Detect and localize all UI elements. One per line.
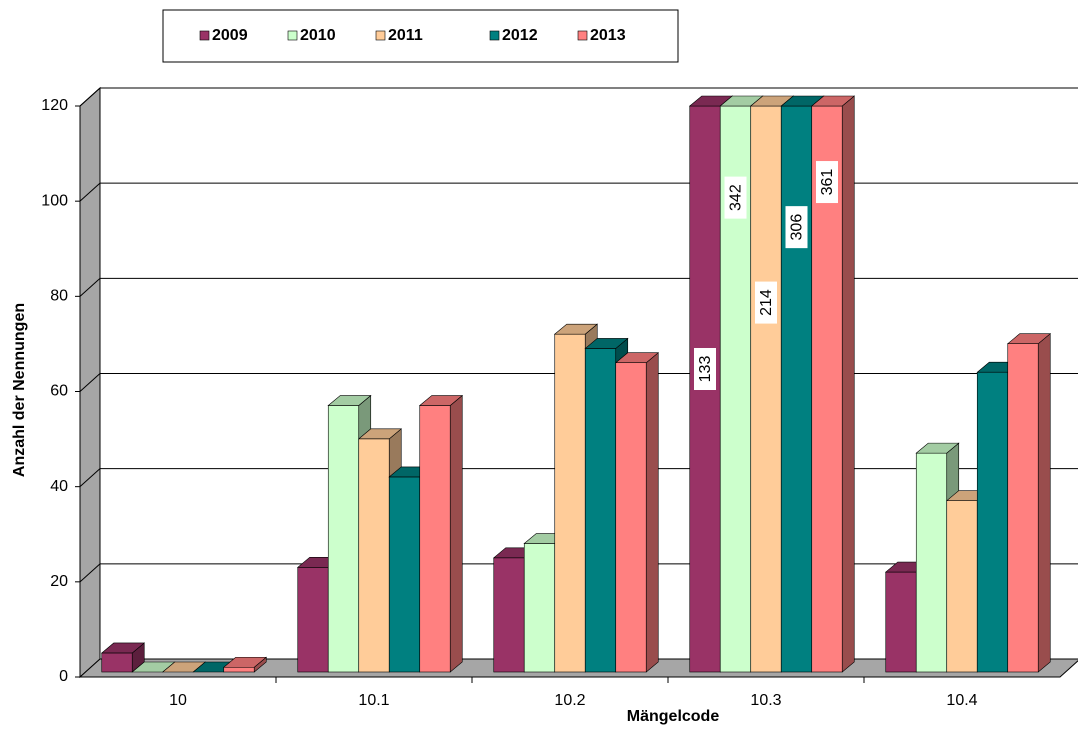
bar: [297, 567, 329, 673]
bar: [223, 666, 255, 673]
x-tick-label: 10.1: [358, 692, 389, 709]
grid-line-side: [79, 87, 101, 107]
bar: [885, 571, 917, 673]
legend-label: 2010: [300, 27, 336, 44]
bars: [100, 95, 1052, 673]
y-axis-title: Anzahl der Nennungen: [11, 303, 28, 477]
bar: [976, 371, 1009, 673]
bar-side: [841, 95, 855, 673]
bar: [915, 452, 948, 673]
legend-label: 2011: [388, 27, 423, 44]
bar-top: [327, 395, 372, 406]
bar-top: [810, 95, 856, 107]
bar: [615, 362, 647, 673]
legend-swatch: [577, 30, 588, 41]
data-label: 361: [816, 161, 838, 204]
y-tick-label: 20: [50, 573, 68, 590]
data-label-box: [694, 348, 716, 390]
data-label-box: [785, 206, 808, 249]
bar-top: [418, 395, 464, 406]
data-label: 214: [755, 281, 777, 324]
bar-top: [1006, 333, 1052, 344]
x-tick-label: 10: [169, 692, 187, 709]
x-tick-label: 10.3: [750, 692, 781, 709]
legend-swatch: [287, 30, 298, 41]
bar: [327, 405, 360, 673]
grid-line-side: [79, 277, 101, 297]
bar: [523, 543, 556, 673]
data-label-box: [816, 161, 838, 204]
x-tick-label: 10.4: [946, 692, 977, 709]
legend-label: 2009: [212, 27, 248, 44]
bar-top: [553, 323, 599, 335]
legend-swatch: [489, 30, 500, 41]
y-tick-label: 60: [50, 383, 68, 400]
bar: [1007, 343, 1039, 673]
legend-box: [162, 9, 679, 63]
bar-top: [357, 428, 403, 440]
data-label-text: 306: [789, 214, 806, 241]
bar: [101, 652, 133, 673]
y-tick-label: 0: [59, 668, 68, 685]
bar-side: [645, 352, 659, 673]
data-label-text: 133: [697, 356, 714, 383]
bar-side: [449, 394, 463, 673]
bar: [419, 405, 451, 673]
data-label-box: [755, 281, 777, 324]
bar: [358, 438, 390, 673]
y-tick-label: 80: [50, 288, 68, 305]
grid-line-side: [79, 182, 101, 202]
data-label: 342: [724, 176, 747, 219]
grid-line-side: [79, 468, 101, 488]
bar: [388, 476, 421, 673]
bar-top: [222, 656, 268, 668]
grid-line-side: [79, 373, 101, 392]
bar-side: [1037, 333, 1051, 673]
legend-label: 2013: [590, 27, 626, 44]
data-label-box: [724, 176, 747, 219]
bar: [554, 333, 586, 673]
data-label: 306: [785, 206, 808, 249]
data-label: 133: [694, 348, 716, 390]
x-tick-label: 10.2: [554, 692, 585, 709]
data-label-text: 214: [758, 289, 775, 316]
data-label-text: 361: [819, 169, 836, 196]
bar-top: [584, 338, 629, 349]
legend-swatch: [375, 30, 386, 41]
bar: [780, 105, 813, 673]
legend-swatch: [199, 30, 210, 41]
bar: [584, 348, 617, 673]
bar: [750, 105, 782, 673]
bar-top: [915, 442, 960, 454]
y-tick-label: 40: [50, 478, 68, 495]
legend-label: 2012: [502, 27, 538, 44]
y-tick-label: 100: [41, 192, 68, 209]
y-tick-label: 120: [41, 97, 68, 114]
bar-top: [100, 642, 146, 654]
data-label-text: 342: [728, 184, 745, 211]
grid-line-side: [79, 563, 101, 583]
bar: [946, 500, 978, 673]
x-axis-title: Mängelcode: [627, 708, 720, 725]
bar: [493, 557, 525, 673]
bar-top: [614, 352, 660, 364]
